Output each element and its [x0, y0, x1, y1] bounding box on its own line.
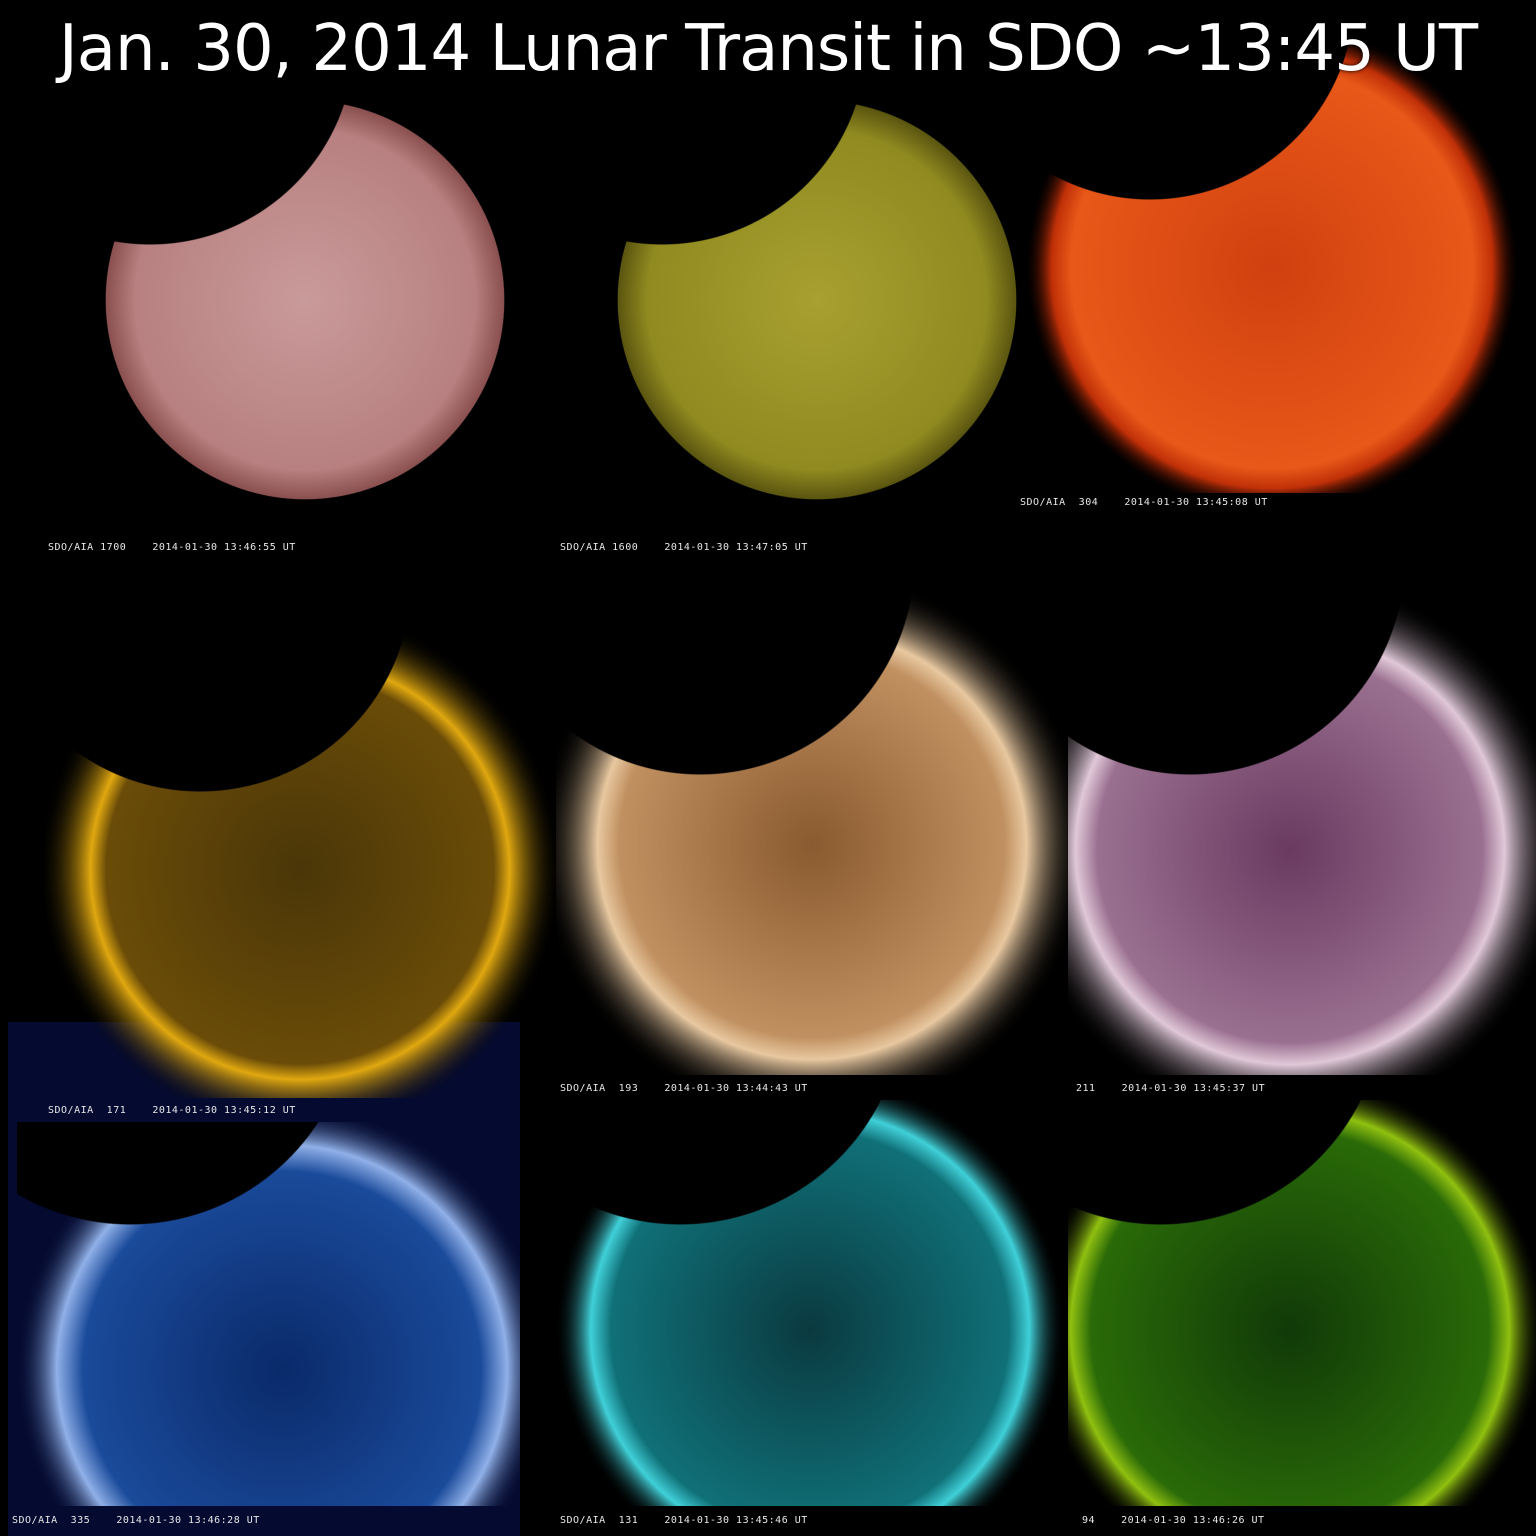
- moon-disk: [556, 1100, 906, 1226]
- sun-panel-94: [1068, 1100, 1536, 1506]
- panel-label-94: 94 2014-01-30 13:46:26 UT: [1082, 1515, 1265, 1526]
- moon-disk: [512, 95, 872, 245]
- sun-panel-171: [44, 608, 556, 1098]
- sun-panel-1600: [512, 95, 1022, 505]
- moon-disk: [1068, 575, 1408, 777]
- panel-label-1700: SDO/AIA 1700 2014-01-30 13:46:55 UT: [48, 542, 296, 553]
- moon-disk: [1027, 23, 1357, 203]
- panel-label-131: SDO/AIA 131 2014-01-30 13:45:46 UT: [560, 1515, 808, 1526]
- panel-label-211: 211 2014-01-30 13:45:37 UT: [1076, 1083, 1265, 1094]
- sun-panel-211: [1068, 575, 1536, 1075]
- sun-panel-304: [1027, 23, 1517, 493]
- moon-disk: [0, 95, 360, 245]
- moon-disk: [17, 1122, 357, 1226]
- sun-panel-335: [17, 1122, 520, 1506]
- sun-panel-131: [556, 1100, 1066, 1506]
- panel-label-304: SDO/AIA 304 2014-01-30 13:45:08 UT: [1020, 497, 1268, 508]
- moon-disk: [44, 608, 414, 793]
- moon-disk: [1068, 1100, 1388, 1226]
- panel-label-193: SDO/AIA 193 2014-01-30 13:44:43 UT: [560, 1083, 808, 1094]
- image-title: Jan. 30, 2014 Lunar Transit in SDO ~13:4…: [58, 12, 1478, 86]
- sun-panel-193: [556, 570, 1068, 1075]
- panel-label-171: SDO/AIA 171 2014-01-30 13:45:12 UT: [48, 1105, 296, 1116]
- moon-disk: [556, 570, 916, 776]
- panel-label-1600: SDO/AIA 1600 2014-01-30 13:47:05 UT: [560, 542, 808, 553]
- sun-panel-1700: [0, 95, 510, 505]
- panel-labels: SDO/AIA 1700 2014-01-30 13:46:55 UT SDO/…: [12, 497, 1268, 1526]
- panel-label-335: SDO/AIA 335 2014-01-30 13:46:28 UT: [12, 1515, 260, 1526]
